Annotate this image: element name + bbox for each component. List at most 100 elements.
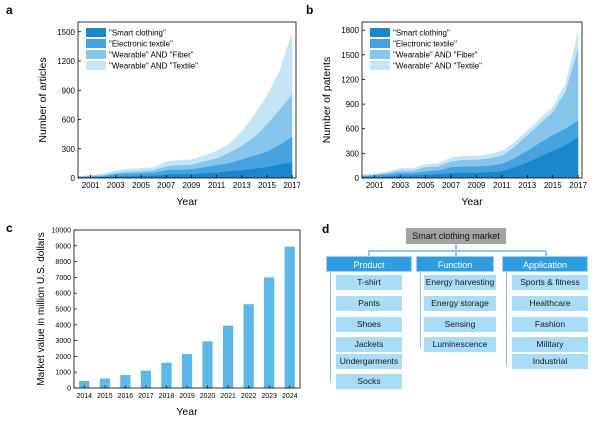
x-tick-label: 2017: [283, 181, 300, 190]
legend-swatch-2: [370, 39, 390, 48]
bar-2015: [99, 378, 110, 388]
x-tick-label: 2013: [518, 181, 536, 190]
articles-area-chart: a 0 300 600 900 1200 1500 2001 2003 2005 2007 2009 2…: [6, 3, 302, 208]
product-item-undergarments: Undergarments: [336, 354, 402, 369]
bar-2018: [161, 362, 172, 388]
x-axis-label: Year: [461, 196, 483, 208]
connector-application: [545, 251, 547, 257]
function-item-energy-storage: Energy storage: [424, 296, 496, 311]
y-tick-label: 1800: [341, 26, 359, 35]
bar-2016: [120, 375, 131, 388]
category-function: Function: [416, 256, 494, 272]
x-tick-label: 2003: [107, 181, 125, 190]
application-item-industrial: Industrial: [512, 354, 588, 369]
area-series-3: [78, 94, 293, 178]
market-value-bar-chart: c 2014 2015 2016 2017 2018 2019 2020 2021 2022 202…: [6, 221, 301, 418]
y-axis-label: Market value in million U.S. dollars: [36, 232, 47, 385]
x-tick-label: 2015: [258, 181, 276, 190]
bar-2019: [181, 354, 193, 388]
y-tick-label: 1500: [341, 51, 359, 60]
x-tick-label: 2005: [132, 181, 150, 190]
x-tick-label: 2007: [157, 181, 175, 190]
y-tick-label: 2000: [55, 354, 71, 361]
area-series-4: [78, 31, 293, 178]
patents-area-chart: b 0 300 600 900 1200 1500 1800 2001 2003 2005 2007 2…: [306, 3, 588, 208]
y-tick-label: 300: [62, 145, 76, 154]
legend-entry-3: "Wearable" AND "Fiber": [109, 51, 194, 60]
x-tick-label: 2001: [366, 181, 384, 190]
x-tick-label: 2013: [233, 181, 251, 190]
x-tick-label: 2017: [569, 181, 587, 190]
x-axis-label: Year: [176, 196, 198, 208]
x-tick-label: 2016: [118, 393, 134, 400]
panel-a: a 0 300 600 900 1200 1500 2001 2003 2005 2007 2009 2…: [0, 0, 302, 218]
legend-entry-4: "Wearable" AND "Textile": [393, 62, 482, 71]
area-series-2: [78, 137, 293, 178]
legend-entry-2: "Electronic textile": [109, 40, 173, 49]
product-item-pants: Pants: [336, 296, 402, 311]
legend-entry-4: "Wearable" AND "Textile": [109, 62, 198, 71]
x-tick-label: 2007: [442, 181, 460, 190]
bar-2022: [243, 304, 254, 388]
y-tick-label: 1000: [55, 370, 71, 377]
y-tick-label: 0: [355, 174, 360, 183]
y-tick-label: 600: [62, 116, 76, 125]
y-tick-label: 3000: [55, 338, 71, 345]
x-tick-label: 2015: [544, 181, 562, 190]
y-tick-label: 1200: [57, 57, 75, 66]
x-tick-label: 2022: [241, 393, 257, 400]
y-tick-label: 0: [67, 386, 71, 393]
x-tick-label: 2019: [179, 393, 195, 400]
connector-root-down: [455, 244, 457, 251]
x-tick-label: 2015: [97, 393, 113, 400]
bar-2021: [222, 325, 234, 388]
legend-entry-3: "Wearable" AND "Fiber": [393, 51, 478, 60]
x-tick-label: 2017: [138, 393, 154, 400]
function-item-energy-harvesting: Energy harvesting: [424, 275, 496, 290]
x-tick-label: 2020: [200, 393, 216, 400]
legend-swatch-3: [86, 50, 106, 59]
x-tick-label: 2024: [282, 393, 298, 400]
panel-label-d: d: [322, 222, 330, 236]
product-item-shoes: Shoes: [336, 317, 402, 332]
bar-2023: [264, 277, 275, 388]
category-application: Application: [502, 256, 588, 272]
function-item-luminescence: Luminescence: [424, 337, 496, 352]
application-item-military: Military: [512, 337, 588, 352]
x-tick-label: 2011: [493, 181, 511, 190]
x-tick-label: 2014: [76, 393, 92, 400]
y-tick-label: 300: [346, 149, 360, 158]
legend-swatch-3: [370, 50, 390, 59]
legend-entry-1: "Smart clothing": [109, 29, 166, 38]
y-tick-label: 900: [62, 86, 76, 95]
x-tick-label: 2018: [159, 393, 175, 400]
y-tick-label: 9000: [55, 243, 71, 250]
panel-b: b 0 300 600 900 1200 1500 1800 2001 2003 2005 2007 2…: [300, 0, 600, 218]
product-item-socks: Socks: [336, 374, 402, 389]
function-spine: [420, 272, 421, 348]
x-axis-label: Year: [176, 406, 198, 418]
area-series-1: [78, 162, 293, 178]
x-tick-label: 2021: [220, 393, 236, 400]
legend-swatch-4: [86, 61, 106, 70]
y-tick-label: 7000: [55, 275, 71, 282]
panel-label-c: c: [6, 221, 13, 235]
application-item-fashion: Fashion: [512, 317, 588, 332]
y-tick-label: 1200: [341, 75, 359, 84]
plot-frame: [77, 21, 297, 179]
panel-c: c 2014 2015 2016 2017 2018 2019 2020 2021 2022 202…: [0, 218, 318, 428]
y-axis-label: Number of patents: [321, 57, 333, 143]
y-tick-label: 900: [346, 100, 360, 109]
x-tick-label: 2009: [468, 181, 486, 190]
y-tick-label: 10000: [52, 228, 72, 235]
legend-swatch-2: [86, 39, 106, 48]
x-tick-label: 2023: [261, 393, 277, 400]
market-tree-diagram: d Smart clothing market Product Function…: [318, 218, 600, 428]
panel-label-a: a: [6, 3, 13, 17]
plot-frame: [361, 21, 583, 179]
product-item-jackets: Jackets: [336, 337, 402, 352]
function-item-sensing: Sensing: [424, 317, 496, 332]
y-tick-label: 8000: [55, 259, 71, 266]
application-item-healthcare: Healthcare: [512, 296, 588, 311]
bar-2024: [284, 246, 295, 388]
